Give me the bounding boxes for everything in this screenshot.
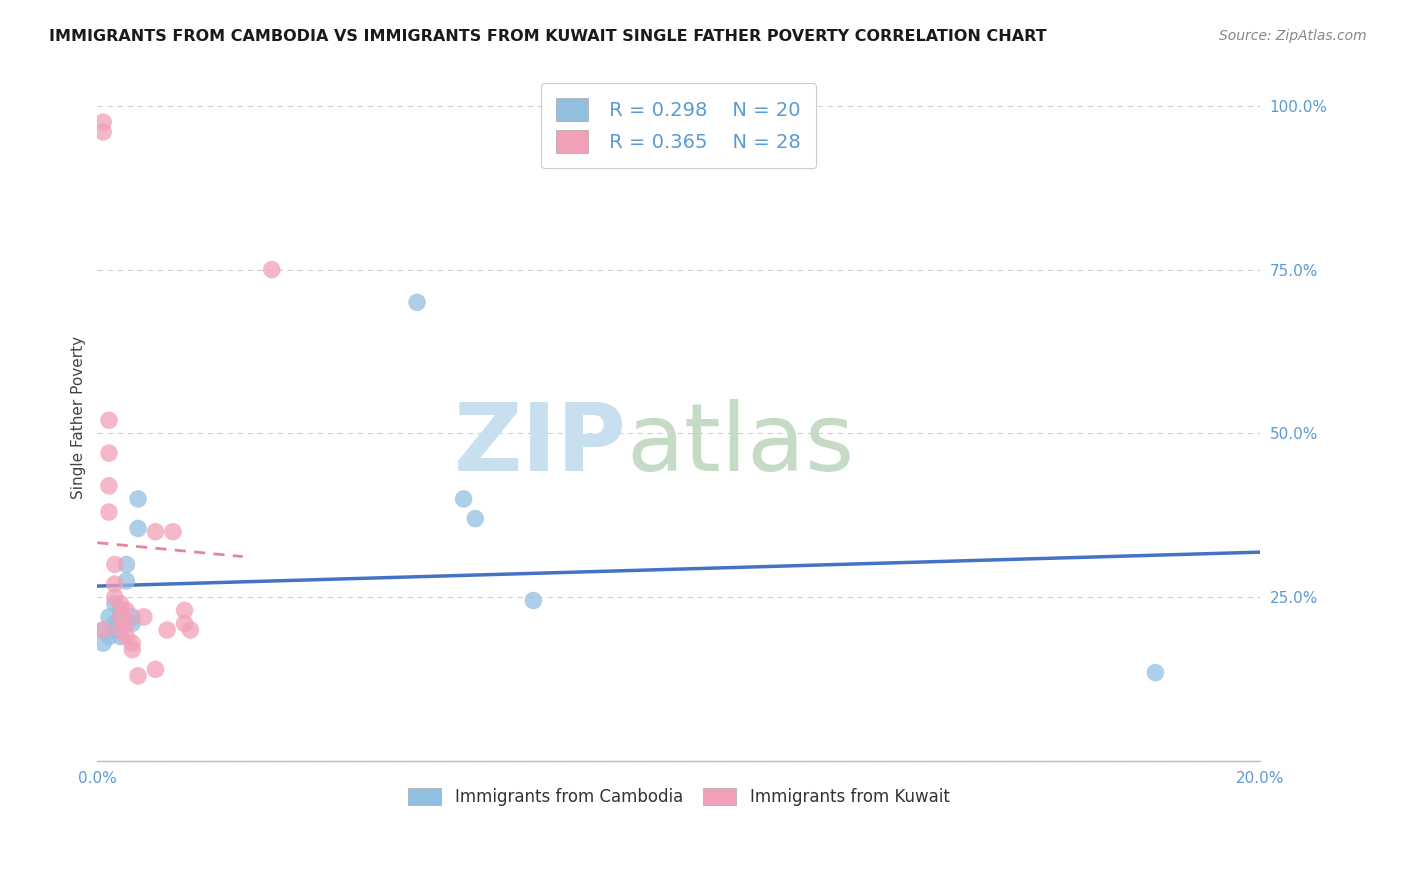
Point [91,623,114,637]
Point [173,603,195,617]
Point [104,623,127,637]
Point [98,446,121,460]
Point [127,491,149,506]
Point [98,413,121,427]
Point [115,630,138,644]
Point [453,491,475,506]
Point [260,262,283,277]
Point [104,577,127,591]
Point [98,610,121,624]
Point [98,479,121,493]
Point [115,603,138,617]
Point [145,662,167,676]
Point [179,623,201,637]
Point [110,610,132,624]
Point [121,636,143,650]
Point [121,616,143,631]
Point [110,603,132,617]
Point [127,521,149,535]
Point [406,295,429,310]
Legend: Immigrants from Cambodia, Immigrants from Kuwait: Immigrants from Cambodia, Immigrants fro… [399,780,957,814]
Point [121,610,143,624]
Point [104,591,127,605]
Point [104,597,127,611]
Point [115,574,138,588]
Point [115,558,138,572]
Text: ZIP: ZIP [454,399,626,491]
Point [110,630,132,644]
Point [110,623,132,637]
Point [464,511,486,525]
Point [115,616,138,631]
Point [1144,665,1167,680]
Point [110,597,132,611]
Text: atlas: atlas [626,399,855,491]
Point [98,505,121,519]
Point [121,642,143,657]
Text: IMMIGRANTS FROM CAMBODIA VS IMMIGRANTS FROM KUWAIT SINGLE FATHER POVERTY CORRELA: IMMIGRANTS FROM CAMBODIA VS IMMIGRANTS F… [49,29,1047,44]
Point [91,125,114,139]
Point [104,616,127,631]
Point [98,630,121,644]
Point [104,558,127,572]
Point [132,610,155,624]
Y-axis label: Single Father Poverty: Single Father Poverty [72,335,86,499]
Point [127,669,149,683]
Text: Source: ZipAtlas.com: Source: ZipAtlas.com [1219,29,1367,43]
Point [91,115,114,129]
Point [162,524,184,539]
Point [156,623,179,637]
Point [91,636,114,650]
Point [173,616,195,631]
Point [91,623,114,637]
Point [522,593,544,607]
Point [145,524,167,539]
